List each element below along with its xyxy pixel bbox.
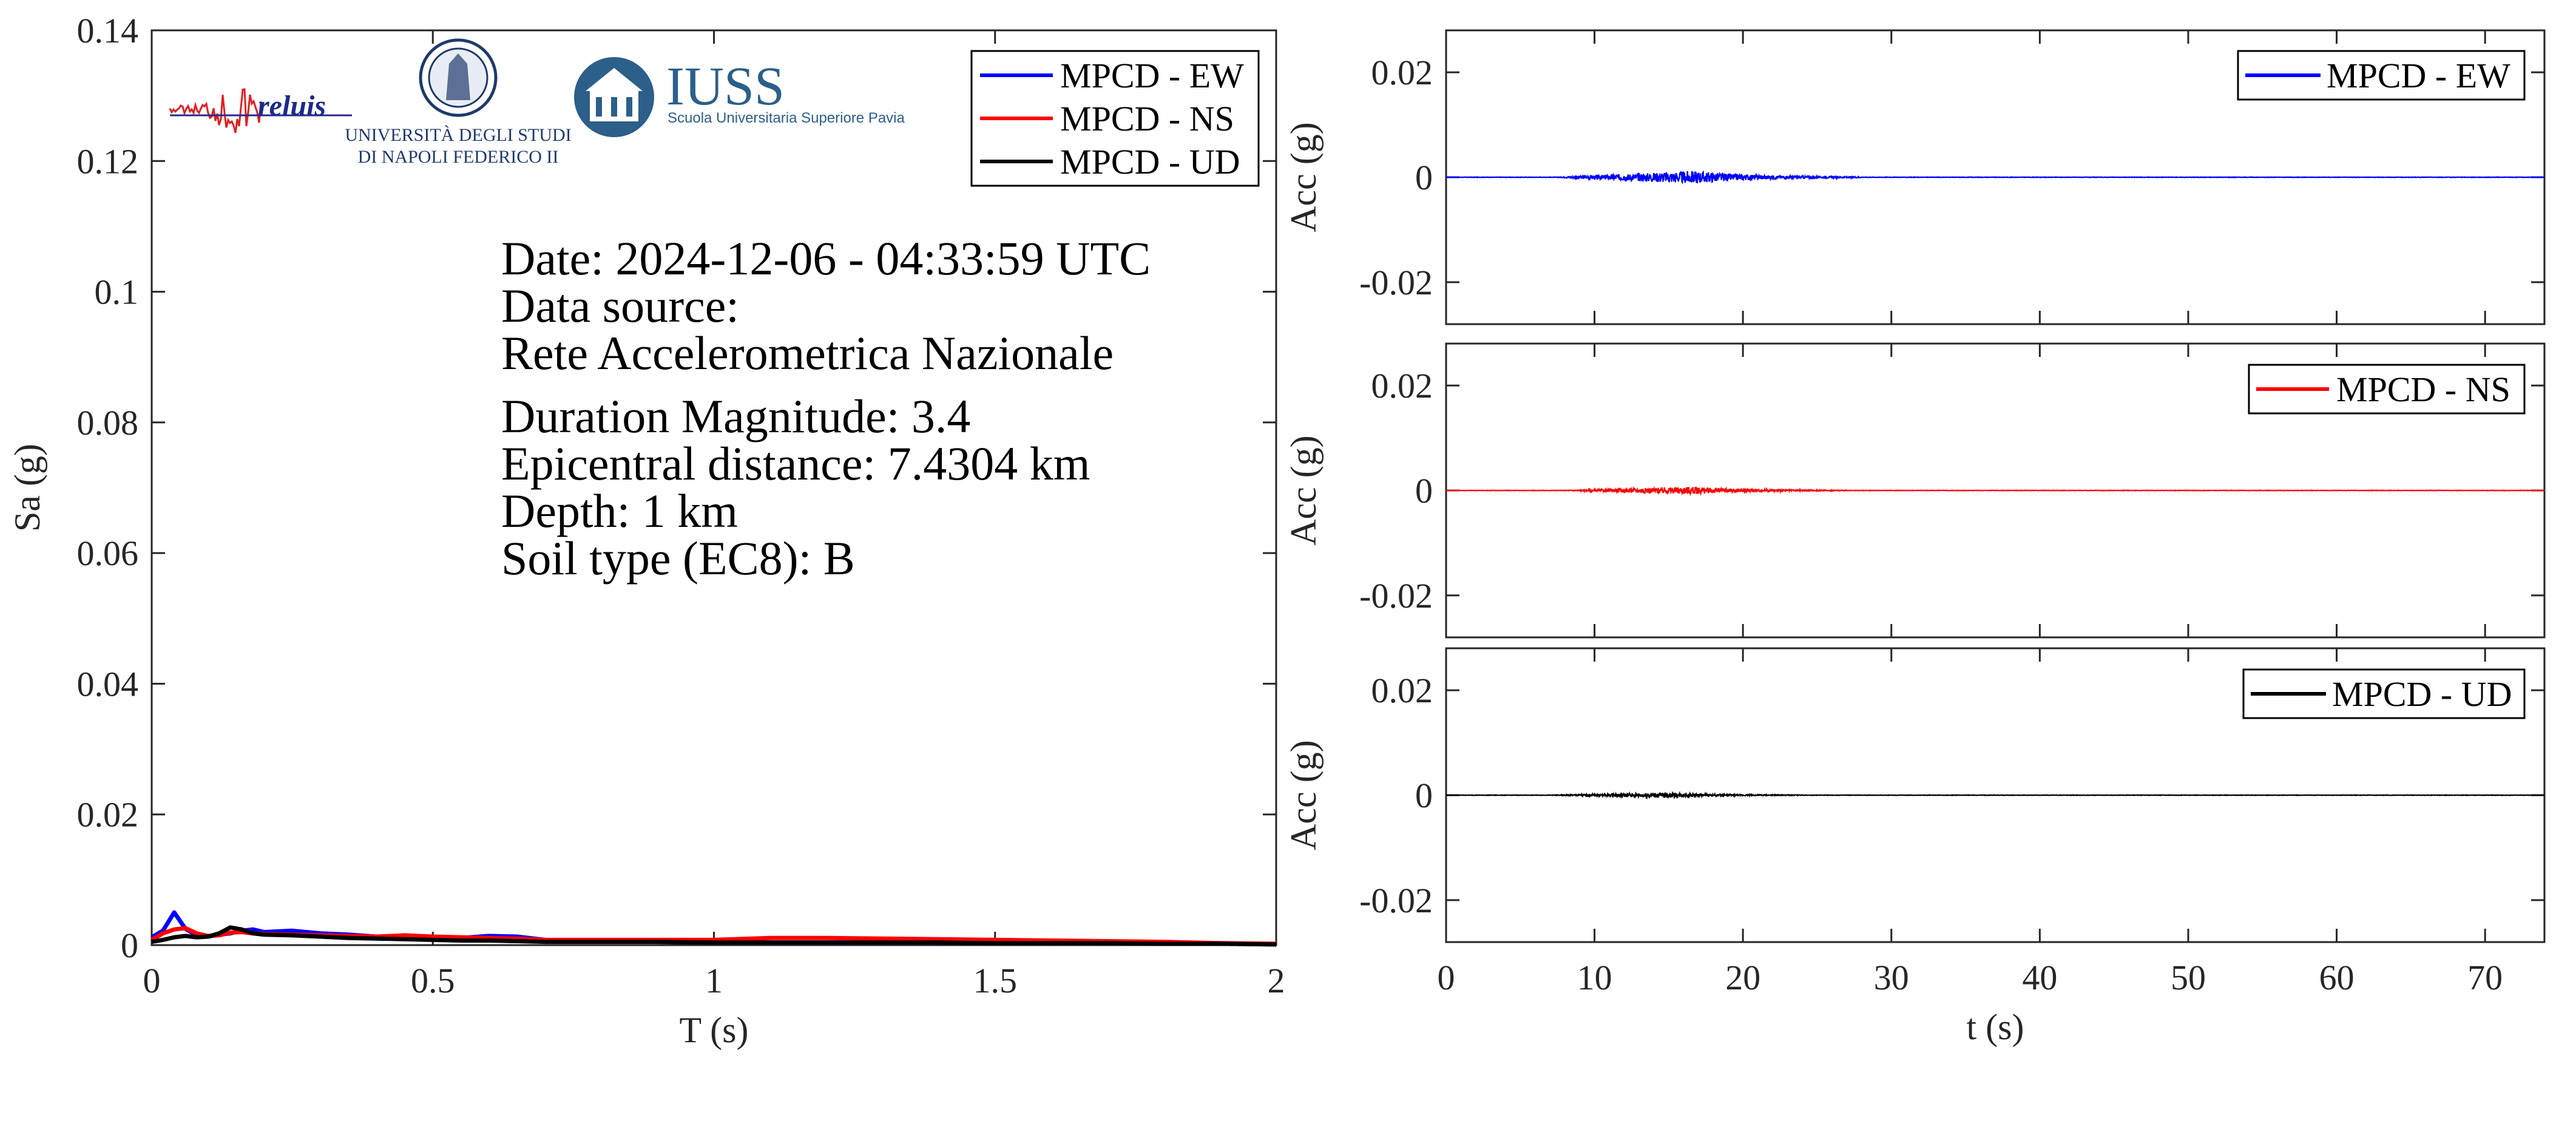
spectrum-xtick-label: 0 [143,961,161,1000]
unina-name-line2: DI NAPOLI FEDERICO II [358,147,559,167]
acc-ew-ylabel: Acc (g) [1283,122,1323,232]
soil-type: Soil type (EC8): B [501,532,855,585]
acc-ns-trace [1445,486,2545,497]
acc-ud-ylabel: Acc (g) [1283,740,1323,850]
acc-ud-legend: MPCD - UD [2242,668,2526,719]
iuss-emblem-dome [586,68,643,91]
unina-seal-figure [446,53,470,100]
acc-ns-ytick-label: -0.02 [1359,576,1433,616]
acc-ud-trace [1445,790,2545,800]
event-magnitude: Duration Magnitude: 3.4 [501,390,970,443]
acc-ud-xtick-label: 50 [2171,958,2206,997]
acc-ns-ytick-label: 0 [1415,471,1433,510]
acc-ns-legend: MPCD - NS [2248,364,2526,415]
acc-ud-xtick-label: 10 [1577,958,1612,997]
event-depth: Depth: 1 km [501,484,738,537]
spectrum-xtick-label: 2 [1268,961,1285,1000]
spectrum-legend: MPCD - EW MPCD - NS MPCD - UD [970,50,1260,187]
iuss-wordmark: IUSS [666,56,785,117]
acc-ud-legend-label: MPCD - UD [2332,674,2512,714]
acc-ud-xtick-label: 40 [2022,958,2057,997]
iuss-logo: IUSS Scuola Universitaria Superiore Pavi… [574,56,905,137]
acc-ud-xlabel: t (s) [1967,1007,2024,1047]
iuss-subtitle: Scuola Universitaria Superiore Pavia [668,110,905,126]
spectrum-xtick-label: 0.5 [411,961,455,1000]
acc-ud-xtick-label: 0 [1438,958,1455,997]
spectrum-ylabel: Sa (g) [7,444,47,532]
acc-ns-legend-label: MPCD - NS [2336,370,2510,409]
spectrum-ytick-label: 0.1 [95,273,139,312]
spectrum-ytick-label: 0.14 [77,11,139,50]
event-date: Date: 2024-12-06 - 04:33:59 UTC [501,232,1151,285]
acc-ew-ytick-label: -0.02 [1359,263,1433,302]
reluis-logo: reluis [169,88,352,134]
acc-ew-trace [1445,170,2545,185]
acc-ns-ytick-label: 0.02 [1371,366,1433,405]
legend-entry-ud: MPCD - UD [1060,142,1240,181]
spectrum-ytick-label: 0.06 [77,534,139,573]
acc-ud-xtick-label: 30 [1874,958,1909,997]
spectrum-ytick-label: 0.08 [77,403,139,443]
legend-entry-ns: MPCD - NS [1060,99,1234,138]
acc-ud-ytick-label: 0.02 [1371,671,1433,710]
acc-ud-ytick-label: 0 [1415,776,1433,815]
epicentral-distance: Epicentral distance: 7.4304 km [501,437,1090,490]
spectrum-ytick-label: 0.12 [77,141,139,181]
spectrum-ytick-label: 0 [121,926,138,965]
unina-name-line1: UNIVERSITÀ DEGLI STUDI [345,125,571,145]
spectrum-series-ud [151,925,1277,947]
acc-ew-legend-label: MPCD - EW [2327,56,2510,95]
acc-ud-xtick-label: 70 [2467,958,2503,997]
acc-ud-ytick-label: -0.02 [1359,881,1433,920]
data-source-label: Data source: [501,279,739,332]
spectrum-xtick-label: 1 [705,961,723,1000]
legend-entry-ew: MPCD - EW [1060,56,1244,95]
acc-ns-ylabel: Acc (g) [1283,435,1323,546]
data-source-value: Rete Accelerometrica Nazionale [501,327,1114,379]
acc-ew-ytick-label: 0 [1415,158,1433,197]
reluis-wordmark: reluis [258,90,326,122]
acc-ud-xtick-label: 20 [1725,958,1760,997]
spectrum-ytick-label: 0.02 [77,795,139,835]
spectrum-ytick-label: 0.04 [77,664,139,704]
acc-ew-ytick-label: 0.02 [1371,53,1433,92]
spectrum-xlabel: T (s) [680,1010,749,1050]
unina-logo: UNIVERSITÀ DEGLI STUDI DI NAPOLI FEDERIC… [345,38,572,167]
spectrum-xtick-label: 1.5 [973,961,1018,1000]
acc-ew-legend: MPCD - EW [2237,50,2526,101]
event-info: Date: 2024-12-06 - 04:33:59 UTC Data sou… [501,232,1151,585]
spectrum-lines [150,910,1277,947]
acc-ud-xtick-label: 60 [2319,958,2355,997]
